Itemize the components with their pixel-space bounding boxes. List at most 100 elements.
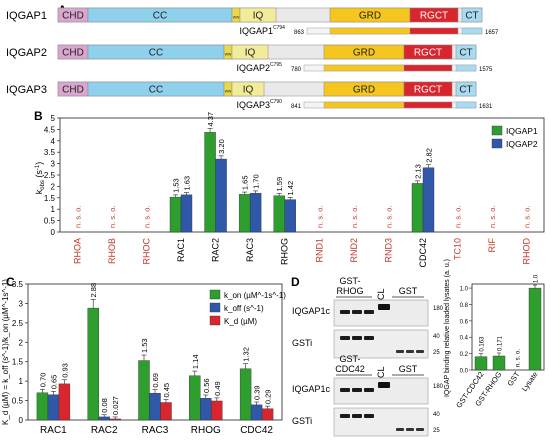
construct-start-3: 841 [291, 104, 302, 110]
bar-iqgap1 [169, 196, 182, 233]
y-tick-label: 3.5 [12, 280, 24, 289]
iq-domain-3 [231, 81, 265, 97]
blot-lower-1 [333, 329, 429, 359]
band [364, 388, 374, 392]
category-label: RHOC [141, 238, 151, 265]
value-label: 0.163 [480, 336, 486, 352]
blot-header-tcl-1: TCL [376, 288, 386, 305]
bar-iqgap2 [284, 199, 296, 233]
blot-header-bait-1: RHOG [337, 286, 364, 296]
rgct-label-3: RGCT [414, 85, 442, 96]
value-label: 0.39 [253, 385, 262, 400]
mw-180-1: 180 [433, 306, 444, 312]
band [378, 304, 390, 310]
y-tick-label: 0.0 [460, 369, 469, 375]
category-label: RND1 [314, 238, 324, 263]
value-label: n. s. o. [516, 349, 522, 367]
y-tick-label: 3.5 [44, 148, 56, 157]
band [396, 428, 404, 431]
nso-label: n. s. o. [315, 205, 324, 228]
value-label: 1.0 [534, 274, 540, 283]
y-tick-label: 3 [51, 160, 56, 169]
blot-header-tcl-2: TCL [376, 366, 386, 383]
category-label: RHOA [72, 238, 82, 264]
blot-header-gst-ctrl-2: GST [399, 364, 418, 374]
row-label-gsti-1: GSTi [292, 338, 312, 348]
value-label: 4.37 [206, 112, 215, 127]
bar-iqgap2 [180, 194, 193, 233]
band [352, 336, 362, 340]
band [364, 414, 374, 418]
bar-series-2 [47, 394, 60, 421]
value-label: 0.49 [213, 381, 222, 396]
bar-iqgap2 [249, 193, 262, 233]
value-label: 1.63 [183, 176, 192, 191]
ct-label-2: CT [459, 48, 472, 59]
y-tick-label: 1 [19, 377, 24, 386]
category-label: RND3 [383, 238, 393, 263]
bar-iqgap2 [422, 167, 435, 233]
mw-25-1: 25 [433, 350, 440, 356]
rgct-domain-3 [403, 81, 453, 97]
y-tick-label: 3 [19, 299, 24, 308]
mw-40-2: 40 [433, 412, 440, 418]
nso-label: n. s. o. [73, 205, 82, 228]
bar-iqgap1 [204, 132, 216, 233]
bar-series-1 [138, 360, 150, 421]
ct-label-1: CT [465, 11, 478, 22]
band [406, 350, 414, 353]
value-label: 3.20 [217, 139, 226, 154]
panel-d-letter: D [291, 275, 300, 289]
y-tick-label: 0 [19, 416, 24, 425]
y-tick-label: 1.0 [460, 287, 469, 293]
legend-swatch [209, 289, 221, 300]
grd-label-3: GRD [353, 85, 375, 96]
bar-series-3 [109, 418, 121, 421]
value-label: 0.027 [111, 396, 120, 415]
blot-header-gst-2: GST- [339, 354, 360, 364]
ww-label-1: WW [233, 16, 240, 20]
blot-lower-2 [333, 407, 429, 437]
y-tick-label: 0.4 [460, 336, 469, 342]
legend-label: k_off (s^-1) [224, 304, 264, 313]
construct-start-2: 780 [291, 67, 302, 73]
category-label: RHOD [522, 238, 532, 265]
fragment-grd-1 [329, 27, 411, 35]
y-tick-label: 0.2 [460, 352, 469, 358]
construct-end-2: 1575 [479, 67, 493, 73]
bar-iqgap1 [411, 183, 424, 233]
category-label: GST [505, 370, 521, 388]
ct-label-3: CT [459, 85, 472, 96]
bar [474, 356, 488, 371]
panel-c-kinetics-chart: 0 0.5 1 1.5 2 2.5 3 3.5K_d (µM) = k_off (s^-1)/… [1, 279, 286, 436]
fragment-rgct-3 [403, 101, 453, 109]
band [352, 414, 362, 418]
band [378, 382, 390, 388]
category-label: RHOG [191, 425, 221, 436]
category-label: RAC2 [211, 238, 221, 262]
protein-name-1: IQGAP1 [6, 10, 47, 22]
iq-domain-2 [231, 44, 269, 60]
bar-iqgap1 [273, 195, 285, 233]
construct-name-1: IQGAP1 [239, 26, 273, 36]
band [364, 336, 374, 340]
fragment-rgct-2 [403, 64, 453, 72]
band [352, 388, 362, 392]
legend-label: IQGAP1 [506, 126, 538, 136]
legend-swatch [491, 125, 503, 136]
y-axis-label: K_d (µM) = k_off (s^-1)/k_on (µM^-1s^-1) [1, 279, 10, 425]
bar-series-2 [200, 398, 212, 421]
value-label: 1.53 [172, 178, 181, 193]
band [340, 310, 350, 314]
y-tick-label: 0 [51, 228, 56, 237]
band [364, 310, 374, 314]
plot-frame [471, 283, 545, 371]
nso-label: n. s. o. [454, 205, 463, 228]
band [396, 350, 404, 353]
y-tick-label: 1.5 [12, 358, 24, 367]
bar [492, 355, 506, 371]
row-label-iqgap1c-2: IQGAP1c [292, 384, 331, 394]
value-label: 1.59 [275, 177, 284, 192]
